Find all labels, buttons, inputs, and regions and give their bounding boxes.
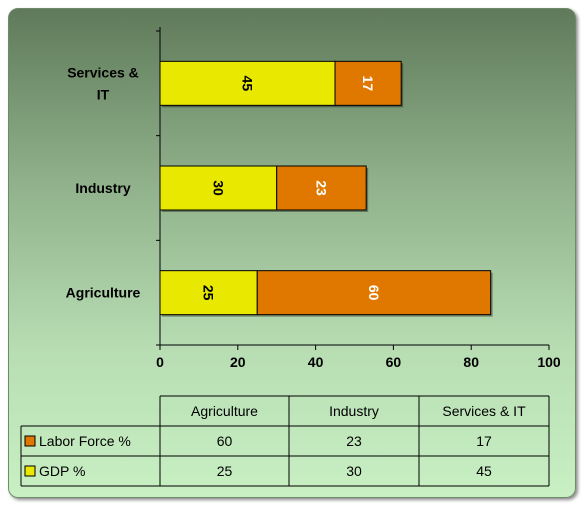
table-header: Agriculture [191,403,258,419]
bar-data-label: 23 [313,180,329,196]
table-cell: 23 [346,433,362,449]
x-tick-label: 80 [463,354,479,370]
legend-key [24,465,36,477]
table-cell: 25 [217,463,233,479]
bar-chart: 25 60 30 23 45 17 Agriculture Industry Services… [20,27,561,487]
chart-area: 25 60 30 23 45 17 Agriculture Industry Services… [8,8,576,498]
bar-data-label: 60 [366,285,382,301]
bar-data-label: 17 [360,76,376,92]
legend-label: Labor Force % [39,433,131,449]
table-cell: 45 [476,463,492,479]
category-label: Agriculture [66,285,141,301]
bar-data-label: 30 [210,180,226,196]
bar-data-label: 25 [201,285,217,301]
table-header: Industry [329,403,379,419]
x-tick-label: 20 [230,354,246,370]
x-tick-label: 100 [537,354,561,370]
table-cell: 60 [217,433,233,449]
category-label: Services & IT [67,64,139,102]
bar-gdp-agriculture [159,270,258,316]
table-cell: 17 [476,433,492,449]
category-label: Industry [75,180,130,196]
legend-key [24,435,36,447]
bar-labor-force-agriculture [256,270,492,316]
bar-labor-force-services-it [334,60,402,106]
x-tick-label: 0 [156,354,164,370]
bar-gdp-services-it [159,60,336,106]
legend-label: GDP % [39,463,85,479]
bar-data-label: 45 [240,76,256,92]
x-tick-label: 60 [386,354,402,370]
table-header: Services & IT [442,403,526,419]
bar-labor-force-industry [276,165,367,211]
table-cell: 30 [346,463,362,479]
x-tick-label: 40 [308,354,324,370]
